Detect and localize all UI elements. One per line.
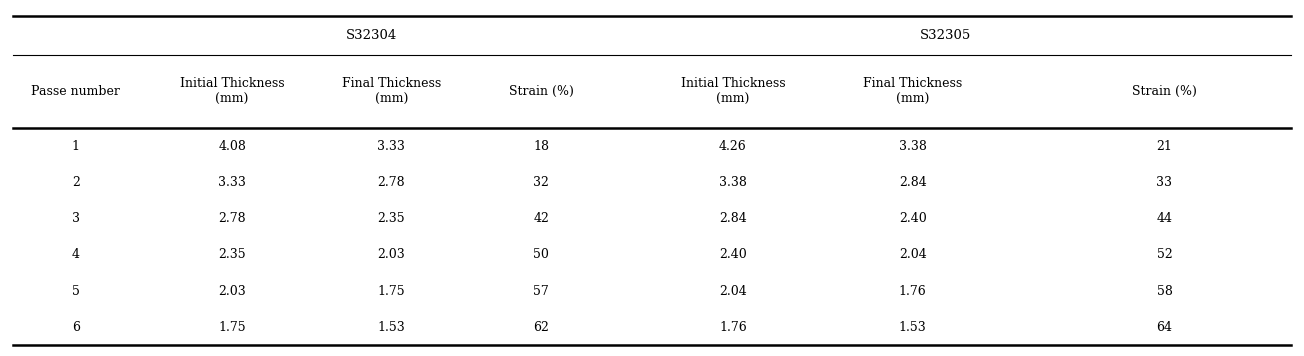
Text: 2.03: 2.03 [377,248,406,261]
Text: 2.40: 2.40 [719,248,747,261]
Text: 4.08: 4.08 [218,140,246,153]
Text: 2.35: 2.35 [377,212,406,225]
Text: 52: 52 [1157,248,1172,261]
Text: Initial Thickness
(mm): Initial Thickness (mm) [681,77,785,106]
Text: 5: 5 [72,284,80,298]
Text: 2.35: 2.35 [218,248,246,261]
Text: 2.78: 2.78 [218,212,246,225]
Text: 57: 57 [533,284,549,298]
Text: 1.75: 1.75 [218,321,246,334]
Text: 2.04: 2.04 [719,284,747,298]
Text: 33: 33 [1157,176,1172,189]
Text: Strain (%): Strain (%) [1132,85,1197,98]
Text: 2.84: 2.84 [898,176,927,189]
Text: 6: 6 [72,321,80,334]
Text: 2.04: 2.04 [898,248,927,261]
Text: Passe number: Passe number [31,85,120,98]
Text: 2: 2 [72,176,80,189]
Text: 4: 4 [72,248,80,261]
Text: 3: 3 [72,212,80,225]
Text: 50: 50 [533,248,549,261]
Text: 1.53: 1.53 [898,321,927,334]
Text: 44: 44 [1157,212,1172,225]
Text: 62: 62 [533,321,549,334]
Text: 2.78: 2.78 [377,176,406,189]
Text: 2.84: 2.84 [719,212,747,225]
Text: 1.75: 1.75 [377,284,406,298]
Text: 32: 32 [533,176,549,189]
Text: Final Thickness
(mm): Final Thickness (mm) [863,77,962,106]
Text: 3.33: 3.33 [218,176,246,189]
Text: Initial Thickness
(mm): Initial Thickness (mm) [180,77,284,106]
Text: 1: 1 [72,140,80,153]
Text: S32304: S32304 [346,29,398,42]
Text: 3.38: 3.38 [898,140,927,153]
Text: 3.33: 3.33 [377,140,406,153]
Text: 3.38: 3.38 [719,176,747,189]
Text: 4.26: 4.26 [719,140,747,153]
Text: 1.76: 1.76 [719,321,747,334]
Text: 42: 42 [533,212,549,225]
Text: 58: 58 [1157,284,1172,298]
Text: 1.76: 1.76 [898,284,927,298]
Text: 64: 64 [1157,321,1172,334]
Text: 2.03: 2.03 [218,284,246,298]
Text: Final Thickness
(mm): Final Thickness (mm) [342,77,441,106]
Text: S32305: S32305 [919,29,971,42]
Text: 1.53: 1.53 [377,321,406,334]
Text: Strain (%): Strain (%) [509,85,574,98]
Text: 2.40: 2.40 [898,212,927,225]
Text: 18: 18 [533,140,549,153]
Text: 21: 21 [1157,140,1172,153]
